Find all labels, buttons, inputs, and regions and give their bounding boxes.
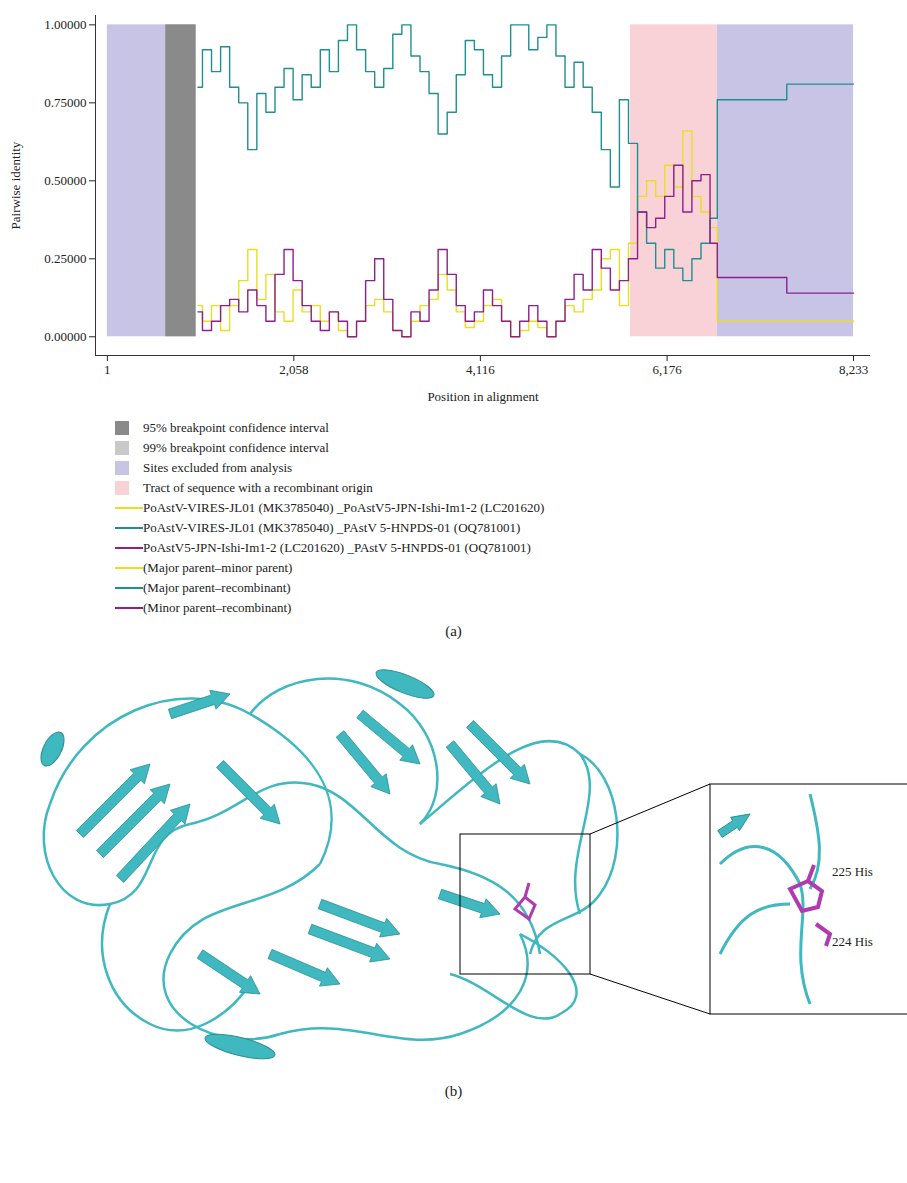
svg-text:0.75000: 0.75000 bbox=[44, 95, 86, 110]
html-text:(Minor parent–recombinant): (Minor parent–recombinant) bbox=[143, 600, 292, 615]
html-text:(Major parent–minor parent): (Major parent–minor parent) bbox=[143, 560, 293, 575]
svg-text:0.00000: 0.00000 bbox=[44, 329, 86, 344]
svg-text:8,233: 8,233 bbox=[839, 362, 868, 377]
html-text:Tract of sequence with a recom: Tract of sequence with a recombinant ori… bbox=[143, 480, 373, 495]
svg-text:6,176: 6,176 bbox=[652, 362, 682, 377]
svg-text:4,116: 4,116 bbox=[466, 362, 495, 377]
html-text:PoAstV5-JPN-Ishi-Im1-2 (LC2016: PoAstV5-JPN-Ishi-Im1-2 (LC201620) _PAstV… bbox=[143, 540, 531, 555]
svg-text:1.00000: 1.00000 bbox=[44, 17, 86, 32]
svg-text:225 His: 225 His bbox=[832, 864, 873, 879]
svg-text:0.25000: 0.25000 bbox=[44, 251, 86, 266]
svg-text:0.50000: 0.50000 bbox=[44, 173, 86, 188]
html-text:95% breakpoint confidence inte: 95% breakpoint confidence interval bbox=[143, 420, 329, 435]
svg-text:Pairwise identity: Pairwise identity bbox=[8, 141, 23, 229]
svg-text:2,058: 2,058 bbox=[279, 362, 308, 377]
html-text:(Major parent–recombinant): (Major parent–recombinant) bbox=[143, 580, 291, 595]
svg-text:Position in alignment: Position in alignment bbox=[427, 389, 539, 404]
html-text:99% breakpoint confidence inte: 99% breakpoint confidence interval bbox=[143, 440, 329, 455]
html-text:Sites excluded from analysis: Sites excluded from analysis bbox=[143, 460, 293, 475]
svg-text:1: 1 bbox=[104, 362, 111, 377]
html-text:(b): (b) bbox=[444, 1083, 463, 1099]
html-text:PoAstV-VIRES-JL01 (MK3785040): PoAstV-VIRES-JL01 (MK3785040) _PAstV 5-H… bbox=[143, 520, 521, 535]
svg-text:224 His: 224 His bbox=[832, 934, 873, 949]
html-text:PoAstV-VIRES-JL01 (MK3785040): PoAstV-VIRES-JL01 (MK3785040) _PoAstV5-J… bbox=[143, 500, 545, 515]
html-text:(a): (a) bbox=[445, 623, 462, 639]
